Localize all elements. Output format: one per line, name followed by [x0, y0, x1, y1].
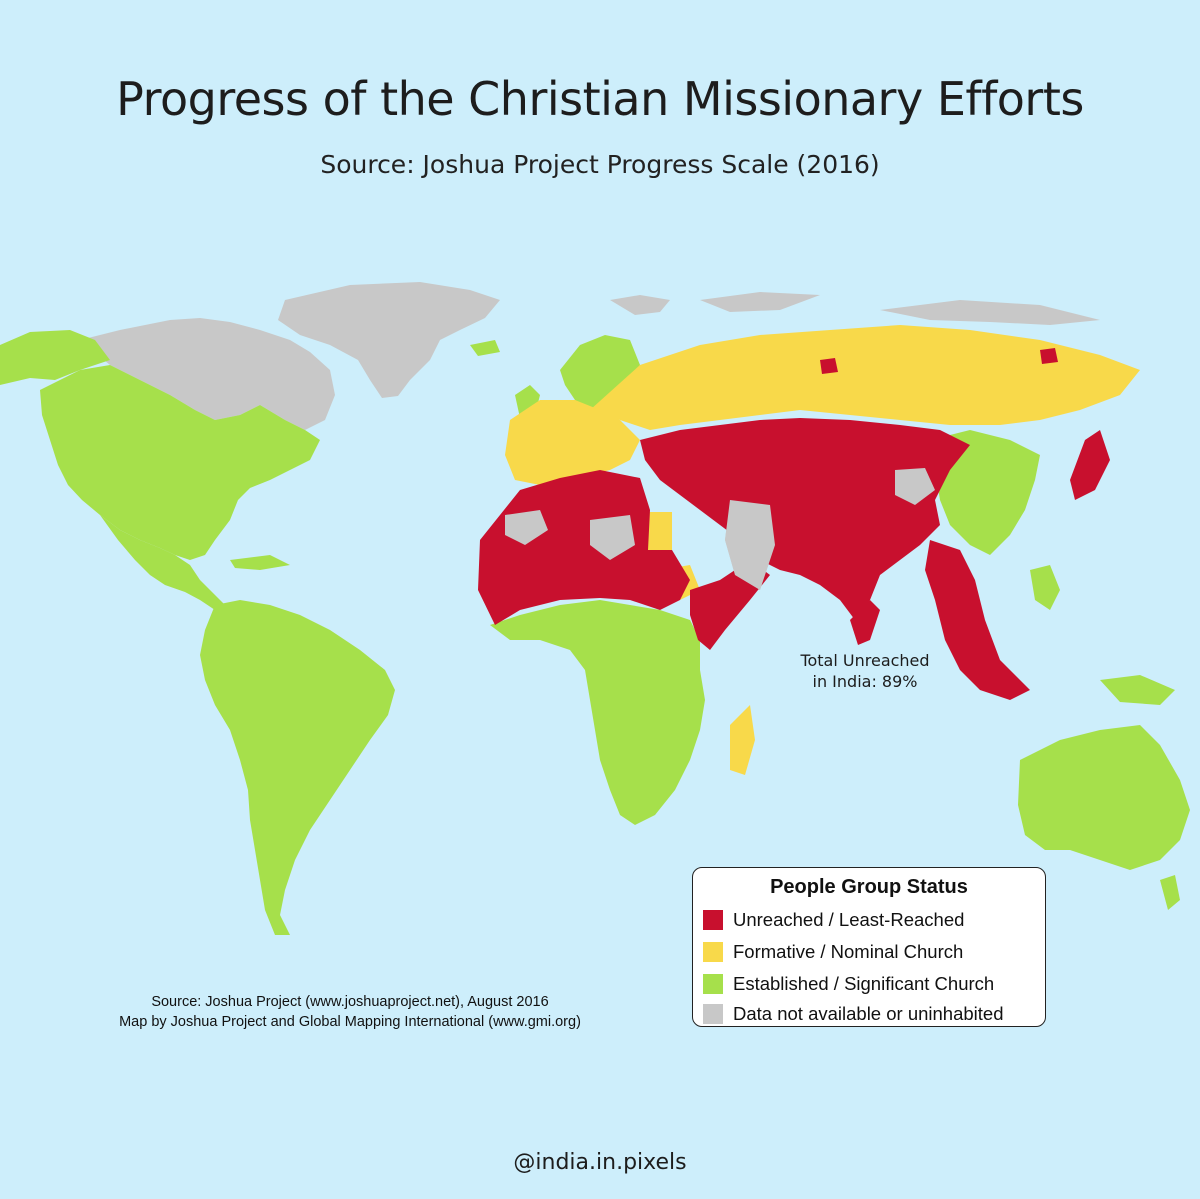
desert-no-data: [505, 468, 935, 590]
legend-item-formative: Formative / Nominal Church: [703, 940, 963, 964]
page-title: Progress of the Christian Missionary Eff…: [116, 72, 1084, 126]
social-handle: @india.in.pixels: [513, 1150, 687, 1175]
established-regions: [0, 330, 1190, 935]
legend-swatch-unreached: [703, 910, 723, 930]
legend-item-unreached: Unreached / Least-Reached: [703, 908, 964, 932]
legend-swatch-formative: [703, 942, 723, 962]
legend: People Group Status Unreached / Least-Re…: [692, 867, 1046, 1027]
legend-item-no-data: Data not available or uninhabited: [703, 1002, 1004, 1026]
unreached-regions: [478, 348, 1110, 700]
formative-regions: [505, 325, 1140, 775]
legend-swatch-established: [703, 974, 723, 994]
legend-item-established: Established / Significant Church: [703, 972, 994, 996]
legend-title: People Group Status: [770, 876, 968, 898]
legend-label: Data not available or uninhabited: [733, 1003, 1004, 1024]
page-subtitle: Source: Joshua Project Progress Scale (2…: [320, 150, 880, 179]
legend-label: Established / Significant Church: [733, 973, 995, 994]
legend-label: Formative / Nominal Church: [733, 941, 964, 962]
legend-swatch-no-data: [703, 1004, 723, 1024]
annotation-line-1: Total Unreached: [800, 651, 930, 670]
legend-label: Unreached / Least-Reached: [733, 909, 965, 930]
annotation-line-2: in India: 89%: [812, 672, 918, 691]
source-line-2: Map by Joshua Project and Global Mapping…: [119, 1014, 581, 1030]
india-annotation: Total Unreached in India: 89%: [770, 650, 960, 692]
source-credit: Source: Joshua Project (www.joshuaprojec…: [0, 992, 700, 1032]
source-line-1: Source: Joshua Project (www.joshuaprojec…: [151, 994, 549, 1010]
